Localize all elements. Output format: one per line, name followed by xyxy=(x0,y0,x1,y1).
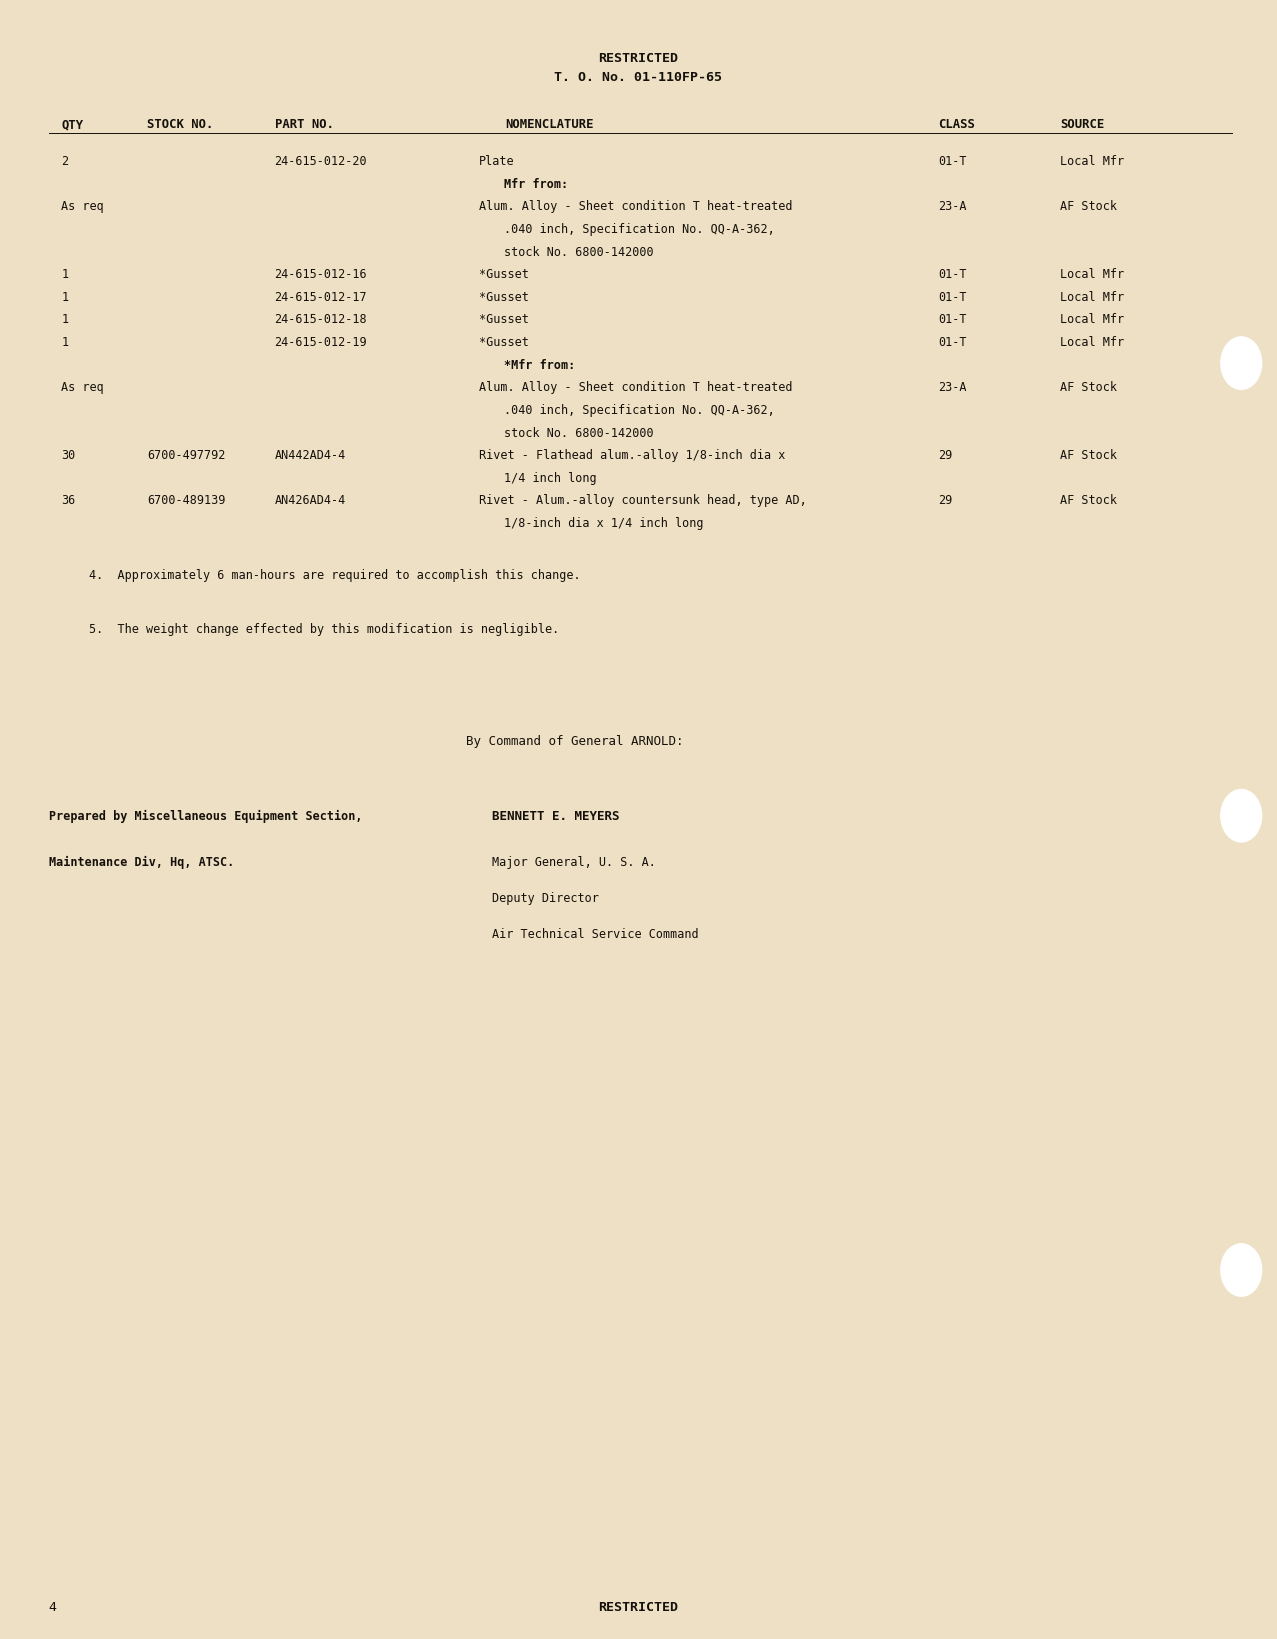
Text: stock No. 6800-142000: stock No. 6800-142000 xyxy=(504,246,654,259)
Text: 1: 1 xyxy=(61,267,69,280)
Text: Local Mfr: Local Mfr xyxy=(1060,313,1124,326)
Text: 29: 29 xyxy=(939,493,953,506)
Text: .040 inch, Specification No. QQ-A-362,: .040 inch, Specification No. QQ-A-362, xyxy=(504,403,775,416)
Text: Major General, U. S. A.: Major General, U. S. A. xyxy=(492,856,655,869)
Text: 01-T: 01-T xyxy=(939,267,967,280)
Text: Local Mfr: Local Mfr xyxy=(1060,290,1124,303)
Text: 1: 1 xyxy=(61,336,69,349)
Circle shape xyxy=(1221,790,1262,842)
Text: Local Mfr: Local Mfr xyxy=(1060,336,1124,349)
Text: 24-615-012-20: 24-615-012-20 xyxy=(275,156,368,167)
Text: CLASS: CLASS xyxy=(939,118,976,131)
Text: *Gusset: *Gusset xyxy=(479,336,529,349)
Text: AF Stock: AF Stock xyxy=(1060,200,1117,213)
Text: Local Mfr: Local Mfr xyxy=(1060,267,1124,280)
Text: AF Stock: AF Stock xyxy=(1060,380,1117,393)
Text: Alum. Alloy - Sheet condition T heat-treated: Alum. Alloy - Sheet condition T heat-tre… xyxy=(479,380,792,393)
Text: 29: 29 xyxy=(939,449,953,462)
Text: 01-T: 01-T xyxy=(939,313,967,326)
Text: 01-T: 01-T xyxy=(939,290,967,303)
Text: 4.  Approximately 6 man-hours are required to accomplish this change.: 4. Approximately 6 man-hours are require… xyxy=(89,569,581,582)
Text: Alum. Alloy - Sheet condition T heat-treated: Alum. Alloy - Sheet condition T heat-tre… xyxy=(479,200,792,213)
Text: As req: As req xyxy=(61,200,103,213)
Text: Mfr from:: Mfr from: xyxy=(504,177,568,190)
Text: .040 inch, Specification No. QQ-A-362,: .040 inch, Specification No. QQ-A-362, xyxy=(504,223,775,236)
Text: 24-615-012-19: 24-615-012-19 xyxy=(275,336,368,349)
Text: 4: 4 xyxy=(49,1600,56,1613)
Text: 01-T: 01-T xyxy=(939,156,967,167)
Text: RESTRICTED: RESTRICTED xyxy=(599,51,678,64)
Text: *Gusset: *Gusset xyxy=(479,313,529,326)
Text: *Gusset: *Gusset xyxy=(479,267,529,280)
Text: 24-615-012-17: 24-615-012-17 xyxy=(275,290,368,303)
Text: Plate: Plate xyxy=(479,156,515,167)
Text: PART NO.: PART NO. xyxy=(275,118,333,131)
Text: Rivet - Flathead alum.-alloy 1/8-inch dia x: Rivet - Flathead alum.-alloy 1/8-inch di… xyxy=(479,449,785,462)
Text: 1/8-inch dia x 1/4 inch long: 1/8-inch dia x 1/4 inch long xyxy=(504,516,704,529)
Text: STOCK NO.: STOCK NO. xyxy=(147,118,213,131)
Text: *Gusset: *Gusset xyxy=(479,290,529,303)
Text: 5.  The weight change effected by this modification is negligible.: 5. The weight change effected by this mo… xyxy=(89,623,559,636)
Text: 2: 2 xyxy=(61,156,69,167)
Text: 23-A: 23-A xyxy=(939,380,967,393)
Text: 30: 30 xyxy=(61,449,75,462)
Text: AN442AD4-4: AN442AD4-4 xyxy=(275,449,346,462)
Text: AF Stock: AF Stock xyxy=(1060,449,1117,462)
Text: AF Stock: AF Stock xyxy=(1060,493,1117,506)
Text: Rivet - Alum.-alloy countersunk head, type AD,: Rivet - Alum.-alloy countersunk head, ty… xyxy=(479,493,807,506)
Circle shape xyxy=(1221,1244,1262,1296)
Text: QTY: QTY xyxy=(61,118,83,131)
Text: SOURCE: SOURCE xyxy=(1060,118,1105,131)
Text: 1/4 inch long: 1/4 inch long xyxy=(504,472,598,485)
Text: T. O. No. 01-110FP-65: T. O. No. 01-110FP-65 xyxy=(554,70,723,84)
Text: 1: 1 xyxy=(61,290,69,303)
Text: BENNETT E. MEYERS: BENNETT E. MEYERS xyxy=(492,810,619,823)
Text: 6700-497792: 6700-497792 xyxy=(147,449,225,462)
Text: NOMENCLATURE: NOMENCLATURE xyxy=(504,118,594,131)
Text: 24-615-012-18: 24-615-012-18 xyxy=(275,313,368,326)
Text: 6700-489139: 6700-489139 xyxy=(147,493,225,506)
Circle shape xyxy=(1221,338,1262,390)
Text: RESTRICTED: RESTRICTED xyxy=(599,1600,678,1613)
Text: Deputy Director: Deputy Director xyxy=(492,892,599,905)
Text: 01-T: 01-T xyxy=(939,336,967,349)
Text: Air Technical Service Command: Air Technical Service Command xyxy=(492,928,699,941)
Text: 36: 36 xyxy=(61,493,75,506)
Text: 23-A: 23-A xyxy=(939,200,967,213)
Text: 1: 1 xyxy=(61,313,69,326)
Text: 24-615-012-16: 24-615-012-16 xyxy=(275,267,368,280)
Text: *Mfr from:: *Mfr from: xyxy=(504,359,576,372)
Text: By Command of General ARNOLD:: By Command of General ARNOLD: xyxy=(466,734,683,747)
Text: Prepared by Miscellaneous Equipment Section,: Prepared by Miscellaneous Equipment Sect… xyxy=(49,810,361,823)
Text: Maintenance Div, Hq, ATSC.: Maintenance Div, Hq, ATSC. xyxy=(49,856,234,869)
Text: AN426AD4-4: AN426AD4-4 xyxy=(275,493,346,506)
Text: As req: As req xyxy=(61,380,103,393)
Text: stock No. 6800-142000: stock No. 6800-142000 xyxy=(504,426,654,439)
Text: Local Mfr: Local Mfr xyxy=(1060,156,1124,167)
